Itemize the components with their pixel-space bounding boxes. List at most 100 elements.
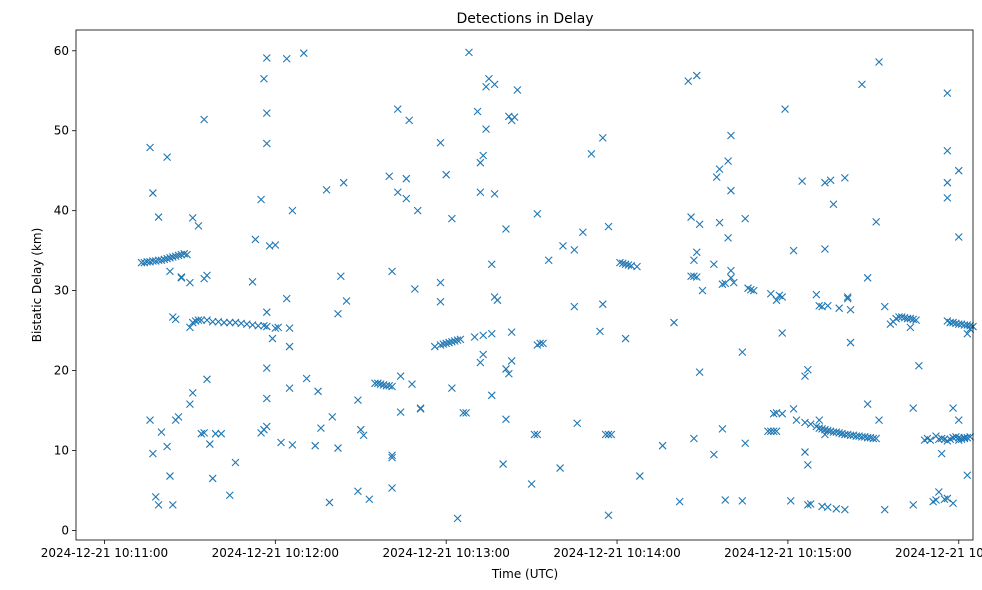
data-point bbox=[314, 387, 322, 396]
y-axis-label: Bistatic Delay (km) bbox=[30, 228, 44, 343]
data-point bbox=[174, 251, 183, 260]
data-point bbox=[604, 430, 613, 439]
data-point bbox=[257, 195, 265, 204]
data-point bbox=[906, 323, 915, 332]
data-point bbox=[766, 427, 775, 436]
data-point bbox=[872, 434, 881, 443]
data-point bbox=[317, 424, 325, 432]
data-point bbox=[151, 492, 160, 501]
data-point bbox=[598, 300, 607, 309]
data-point bbox=[769, 427, 778, 436]
data-point bbox=[821, 178, 829, 187]
data-point bbox=[504, 369, 513, 378]
data-point bbox=[282, 294, 291, 303]
data-point bbox=[675, 497, 684, 506]
data-point bbox=[430, 342, 439, 351]
data-point bbox=[476, 358, 485, 367]
data-point bbox=[442, 170, 451, 179]
data-point bbox=[493, 296, 502, 305]
data-point bbox=[912, 316, 920, 325]
data-point bbox=[786, 496, 795, 505]
data-point bbox=[954, 436, 963, 444]
data-point bbox=[746, 285, 755, 294]
data-point bbox=[416, 404, 425, 412]
data-point bbox=[943, 494, 952, 503]
data-point bbox=[166, 267, 174, 276]
data-point bbox=[325, 498, 334, 507]
data-point bbox=[262, 364, 271, 373]
x-tick-label: 2024-12-21 10:13:00 bbox=[382, 546, 509, 560]
data-point bbox=[692, 248, 701, 257]
data-point bbox=[937, 434, 946, 443]
data-point bbox=[254, 321, 263, 330]
data-point bbox=[416, 405, 425, 413]
data-point bbox=[724, 157, 732, 165]
data-point bbox=[772, 296, 781, 305]
data-point bbox=[934, 488, 943, 496]
data-point bbox=[148, 449, 157, 458]
x-tick-label: 2024-12-21 10:11:00 bbox=[41, 546, 168, 560]
data-point bbox=[376, 380, 385, 389]
data-point bbox=[823, 301, 832, 310]
data-point bbox=[943, 193, 952, 202]
data-point bbox=[154, 500, 163, 509]
data-point bbox=[482, 125, 490, 134]
data-point bbox=[385, 172, 394, 181]
data-point bbox=[863, 400, 872, 408]
data-point bbox=[502, 365, 510, 373]
data-point bbox=[692, 71, 701, 80]
data-point bbox=[171, 252, 180, 261]
data-point bbox=[960, 434, 969, 443]
data-point bbox=[447, 337, 456, 346]
y-tick-label: 20 bbox=[54, 364, 69, 378]
data-point bbox=[806, 420, 815, 428]
data-point bbox=[479, 350, 488, 359]
data-point bbox=[342, 297, 351, 305]
data-point bbox=[465, 48, 473, 57]
data-point bbox=[402, 174, 411, 183]
data-point bbox=[687, 213, 695, 221]
data-point bbox=[388, 382, 396, 391]
data-point bbox=[843, 294, 852, 303]
data-point bbox=[764, 427, 772, 436]
data-point bbox=[299, 49, 308, 58]
data-point bbox=[954, 233, 963, 241]
data-point bbox=[815, 416, 824, 424]
data-point bbox=[872, 217, 881, 226]
data-point bbox=[570, 302, 579, 311]
data-point bbox=[450, 337, 459, 345]
data-point bbox=[607, 430, 616, 439]
data-point bbox=[738, 496, 747, 505]
data-point bbox=[302, 374, 311, 383]
plot-area-frame bbox=[75, 29, 974, 541]
y-axis-ticks: 0 10 20 30 40 50 60 bbox=[54, 44, 76, 537]
data-point bbox=[909, 500, 918, 509]
data-point bbox=[203, 375, 211, 384]
data-point bbox=[311, 441, 320, 450]
data-point bbox=[863, 273, 872, 282]
data-point bbox=[180, 249, 189, 258]
data-point bbox=[832, 504, 841, 513]
data-point bbox=[502, 415, 510, 424]
data-point bbox=[803, 500, 812, 509]
data-point bbox=[624, 261, 633, 269]
data-point bbox=[473, 107, 482, 116]
data-point bbox=[766, 289, 775, 298]
data-point bbox=[445, 338, 453, 347]
data-point bbox=[462, 409, 471, 417]
x-tick-label: 2024-12-21 10:16:00 bbox=[895, 546, 982, 560]
data-point bbox=[821, 430, 829, 439]
data-point bbox=[354, 396, 362, 404]
data-point bbox=[188, 389, 197, 397]
data-point bbox=[154, 213, 163, 221]
data-point bbox=[738, 348, 747, 357]
data-point bbox=[801, 448, 809, 456]
data-point bbox=[146, 416, 154, 424]
data-point bbox=[601, 430, 610, 439]
data-point bbox=[869, 434, 878, 443]
data-point bbox=[721, 496, 730, 504]
data-point bbox=[285, 384, 294, 393]
data-point bbox=[328, 413, 337, 421]
data-point bbox=[937, 449, 946, 458]
